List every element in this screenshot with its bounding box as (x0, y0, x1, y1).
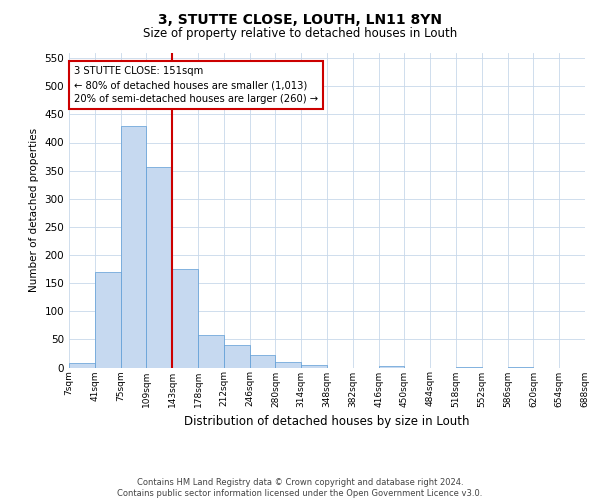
Bar (275, 362, 301, 368)
Bar (456, 367, 482, 368)
Text: 3 STUTTE CLOSE: 151sqm
← 80% of detached houses are smaller (1,013)
20% of semi-: 3 STUTTE CLOSE: 151sqm ← 80% of detached… (74, 66, 318, 104)
Y-axis label: Number of detached properties: Number of detached properties (29, 128, 39, 292)
Bar (121, 126, 146, 368)
Bar (172, 269, 198, 368)
Text: Contains HM Land Registry data © Crown copyright and database right 2024.
Contai: Contains HM Land Registry data © Crown c… (118, 478, 482, 498)
Text: 3, STUTTE CLOSE, LOUTH, LN11 8YN: 3, STUTTE CLOSE, LOUTH, LN11 8YN (158, 12, 442, 26)
Bar (379, 366, 404, 368)
Bar (146, 166, 172, 368)
Bar (508, 367, 533, 368)
Text: Size of property relative to detached houses in Louth: Size of property relative to detached ho… (143, 28, 457, 40)
Bar (301, 364, 327, 368)
Bar (224, 345, 250, 368)
Bar (250, 355, 275, 368)
Bar (95, 272, 121, 368)
X-axis label: Distribution of detached houses by size in Louth: Distribution of detached houses by size … (184, 415, 470, 428)
Bar (198, 336, 224, 368)
Bar (69, 363, 95, 368)
